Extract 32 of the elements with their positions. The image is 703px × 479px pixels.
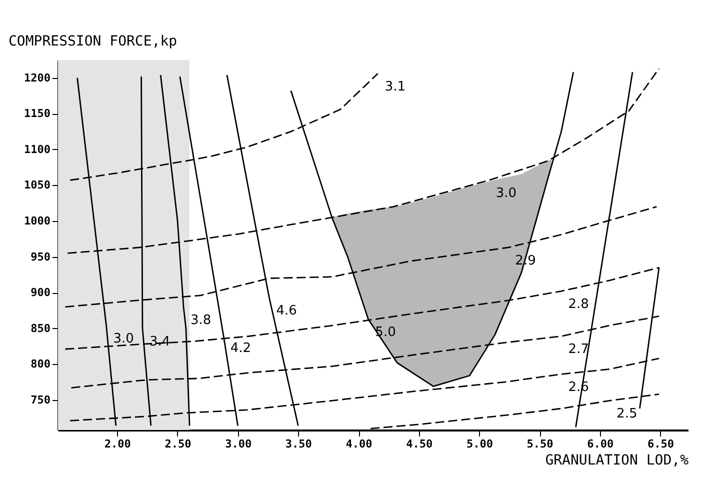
x-tick-label: 5.50 <box>526 438 554 450</box>
y-tick-label: 950 <box>30 250 50 264</box>
y-tick-label: 800 <box>30 358 50 371</box>
y-tick-label: 900 <box>30 286 50 300</box>
x-tick-label: 2.00 <box>104 438 131 450</box>
annotation: 3.0 <box>113 332 134 347</box>
y-tick-label: 1150 <box>24 107 50 120</box>
annotation: 2.5 <box>616 406 638 422</box>
x-tick-label: 6.50 <box>647 438 674 450</box>
annotation: 3.0 <box>496 186 517 202</box>
y-tick-label: 1000 <box>24 214 50 228</box>
annotation: 4.6 <box>276 304 297 319</box>
x-tick-label: 6.00 <box>587 438 614 450</box>
x-tick-label: 3.50 <box>285 438 312 450</box>
y-tick-label: 850 <box>30 322 50 335</box>
x-tick-label: 2.50 <box>164 438 192 450</box>
annotation: 4.2 <box>230 340 252 356</box>
x-axis-title: GRANULATION LOD,% <box>545 452 690 468</box>
annotation: 2.8 <box>568 297 589 312</box>
annotation: 3.4 <box>149 334 170 350</box>
y-tick-label: 1050 <box>24 178 50 192</box>
x-tick-label: 5.00 <box>466 438 493 450</box>
y-tick-label: 1100 <box>24 142 50 156</box>
y-tick-label: 1200 <box>24 71 50 84</box>
annotation: 3.8 <box>190 312 212 328</box>
annotation: 3.1 <box>384 80 406 95</box>
annotation: 2.7 <box>568 342 589 358</box>
y-axis-title: COMPRESSION FORCE,kp <box>8 34 178 50</box>
y-tick-label: 750 <box>30 393 50 406</box>
x-tick-label: 4.00 <box>346 438 372 450</box>
x-tick-label: 3.00 <box>225 438 252 450</box>
x-tick-label: 4.50 <box>406 438 433 450</box>
